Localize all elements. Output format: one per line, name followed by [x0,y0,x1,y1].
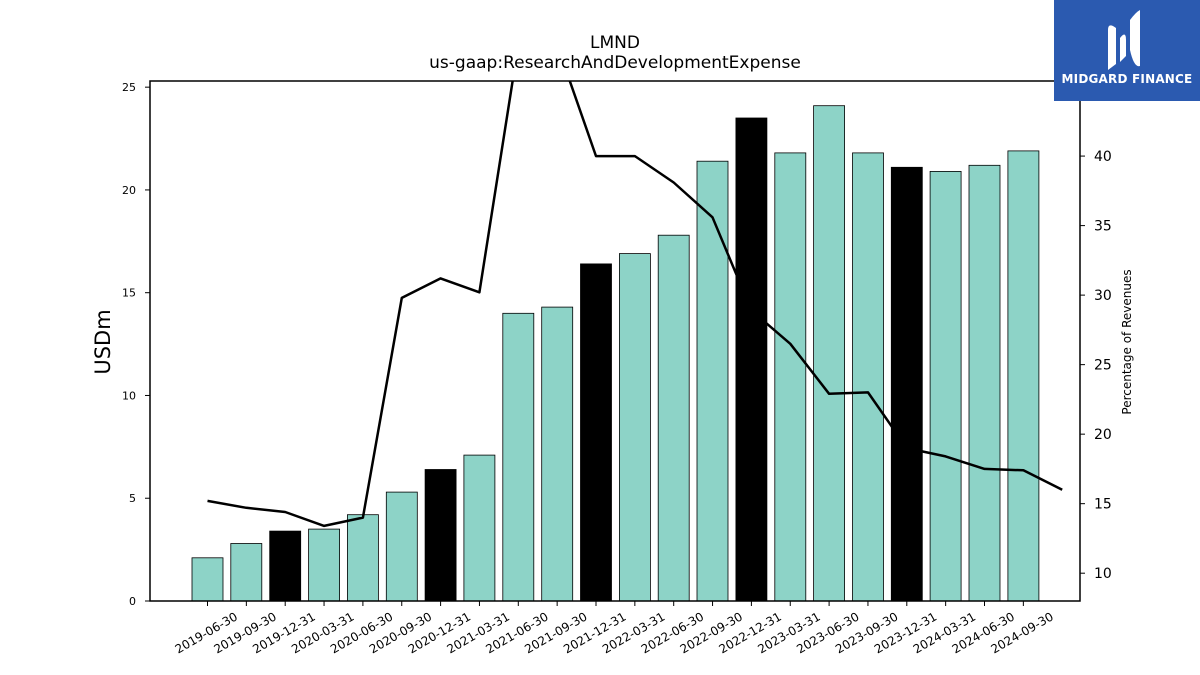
y2-tick-label: 20 [1094,427,1112,443]
y2-tick-label: 40 [1094,149,1112,165]
y-tick-label: 20 [122,184,136,197]
bar-2023-03-31 [774,152,807,602]
bar-2019-12-31 [269,530,302,602]
bar-2020-09-30 [385,491,418,602]
line-group [207,81,1063,528]
bar-2020-06-30 [346,514,379,602]
bar-2024-06-30 [968,164,1001,602]
chart-subtitle: us-gaap:ResearchAndDevelopmentExpense [429,53,801,73]
y-axis-right: 10 15 20 25 30 35 40 [1080,149,1112,582]
y-tick-label: 25 [122,81,136,94]
bar-2024-03-31 [929,170,962,602]
y2-tick-label: 15 [1094,497,1112,513]
bar-2020-12-31 [424,469,457,602]
y-tick-label: 5 [129,492,136,505]
bar-2021-12-31 [580,263,612,602]
bar-2019-09-30 [230,543,263,602]
y2-tick-label: 10 [1094,566,1112,582]
logo-text: MIDGARD FINANCE [1061,72,1193,86]
bar-2023-12-31 [890,166,923,602]
y-axis-left: 0 5 10 15 20 25 [122,81,150,608]
bar-2024-09-30 [1007,150,1040,602]
midgard-finance-logo: MIDGARD FINANCE [1054,0,1200,101]
y2-tick-label: 25 [1094,358,1112,374]
bar-2019-06-30 [191,557,224,602]
chart-title: LMND [590,33,640,53]
midgard-logo-icon [1108,10,1140,70]
y-tick-label: 0 [129,595,136,608]
bars-group [191,105,1040,602]
y2-tick-label: 30 [1094,288,1112,304]
x-axis: 2019-06-302019-09-302019-12-312020-03-31… [173,601,1056,656]
y2-tick-label: 35 [1094,219,1112,235]
bar-2021-03-31 [463,454,496,602]
bar-2022-03-31 [619,253,651,602]
bar-2022-06-30 [657,234,690,602]
y2-axis-label: Percentage of Revenues [1120,269,1134,414]
bar-2020-03-31 [308,528,341,602]
y-tick-label: 15 [122,287,136,300]
bar-2023-06-30 [813,105,845,602]
bar-2021-09-30 [541,306,574,602]
bar-2023-09-30 [852,152,884,602]
percentage-line [207,81,1063,528]
bar-2022-12-31 [735,117,768,602]
y-axis-label: USDm [91,309,115,374]
bar-2022-09-30 [696,160,729,602]
bar-2021-06-30 [502,312,535,602]
y-tick-label: 10 [122,389,136,402]
plot-frame [149,80,1081,602]
